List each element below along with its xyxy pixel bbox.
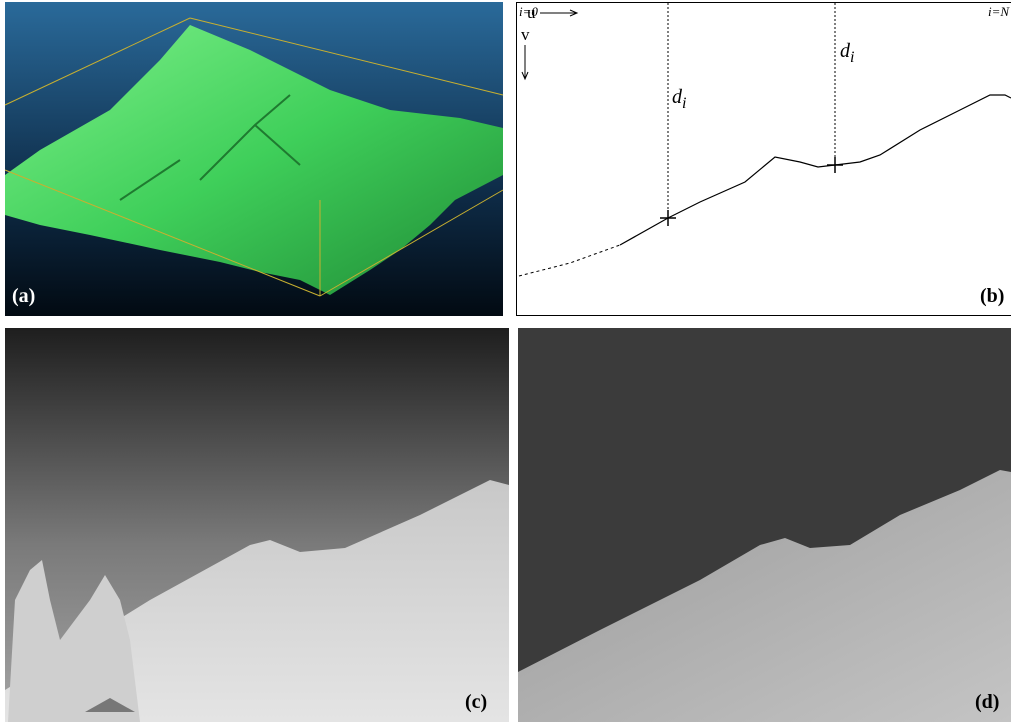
panel-a: (a) — [5, 2, 503, 316]
subscript: i — [682, 95, 686, 112]
v-axis-label: v — [521, 25, 530, 44]
panel-b-frame — [517, 3, 1011, 316]
panel-c: (c) — [5, 328, 509, 722]
panel-d: (d) — [518, 328, 1011, 722]
panel-label: (d) — [975, 691, 999, 713]
figure: (a) i=0 u v i=N di di (b) (c) (d) — [0, 0, 1011, 727]
u-axis-label: u — [527, 3, 536, 22]
panel-b: i=0 u v i=N di di (b) — [517, 3, 1011, 316]
panel-label: (a) — [12, 285, 35, 307]
panel-label: (c) — [465, 691, 487, 713]
subscript: i — [850, 49, 854, 66]
panel-label: (b) — [980, 285, 1004, 307]
end-label: i=N — [988, 4, 1010, 19]
